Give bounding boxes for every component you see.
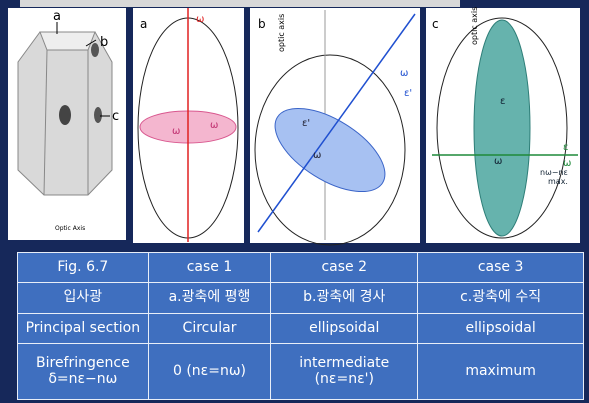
hole	[91, 43, 99, 57]
callout: b	[100, 35, 108, 50]
panel-label: a	[53, 9, 61, 24]
section	[473, 19, 531, 237]
symbol: max.	[548, 177, 568, 186]
panel-label: a	[140, 17, 147, 31]
symbol: ω	[563, 158, 571, 169]
cell: Circular	[147, 312, 272, 345]
table-row: Fig. 6.7 case 1 case 2 case 3	[17, 251, 584, 284]
ray	[257, 13, 416, 233]
crystal-face	[39, 31, 96, 51]
cell: maximum	[417, 343, 584, 400]
cell: Birefringence δ=nε−nω	[17, 343, 149, 400]
cell: 입사광	[17, 282, 149, 314]
cell: a.광축에 평행	[147, 282, 272, 314]
cell: b.광축에 경사	[270, 282, 419, 314]
top-bar	[20, 0, 460, 7]
cell: intermediate (nε=nε')	[270, 343, 419, 400]
symbol: nω−nε	[540, 168, 568, 177]
table-row: Birefringence δ=nε−nω 0 (nε=nω) intermedia…	[17, 343, 584, 400]
symbol: ε	[500, 96, 505, 107]
hole	[94, 107, 102, 123]
indicatrix	[254, 54, 406, 246]
table-row: Principal section Circular ellipsoidal elli…	[17, 312, 584, 345]
symbol: ω	[313, 150, 321, 161]
table-row: 입사광 a.광축에 평행 b.광축에 경사 c.광축에 수직	[17, 282, 584, 314]
arrow	[85, 39, 97, 47]
symbol: ω	[210, 120, 218, 131]
panel-label: c	[432, 17, 439, 31]
symbol: ε'	[302, 118, 310, 129]
header-cell: case 2	[270, 251, 419, 284]
symbol: ε'	[404, 88, 412, 99]
callout: c	[112, 109, 119, 124]
comparison-table: Fig. 6.7 case 1 case 2 case 3 입사광 a.광축에 평행 b.광…	[17, 251, 584, 400]
symbol: ω	[196, 14, 204, 25]
cell: ellipsoidal	[270, 312, 419, 345]
hole	[59, 105, 71, 125]
cell: 0 (nε=nω)	[147, 343, 272, 400]
axis-label: optic axis	[470, 7, 479, 45]
caption: Optic Axis	[55, 225, 85, 232]
cell: Principal section	[17, 312, 149, 345]
edge	[43, 49, 48, 196]
figure: a b c Optic Axis a ω ω ω b optic axis ω …	[8, 0, 580, 246]
symbol: ω	[494, 156, 502, 167]
symbol: ε	[563, 142, 568, 153]
header-cell: case 3	[417, 251, 584, 284]
header-cell: case 1	[147, 251, 272, 284]
cell: c.광축에 수직	[417, 282, 584, 314]
axis-label: optic axis	[277, 14, 286, 52]
symbol: ω	[172, 126, 180, 137]
panel-label: b	[258, 17, 266, 31]
symbol: ω	[400, 68, 408, 79]
header-cell: Fig. 6.7	[17, 251, 149, 284]
section	[274, 107, 386, 193]
indicatrix	[436, 17, 568, 239]
cell: ellipsoidal	[417, 312, 584, 345]
